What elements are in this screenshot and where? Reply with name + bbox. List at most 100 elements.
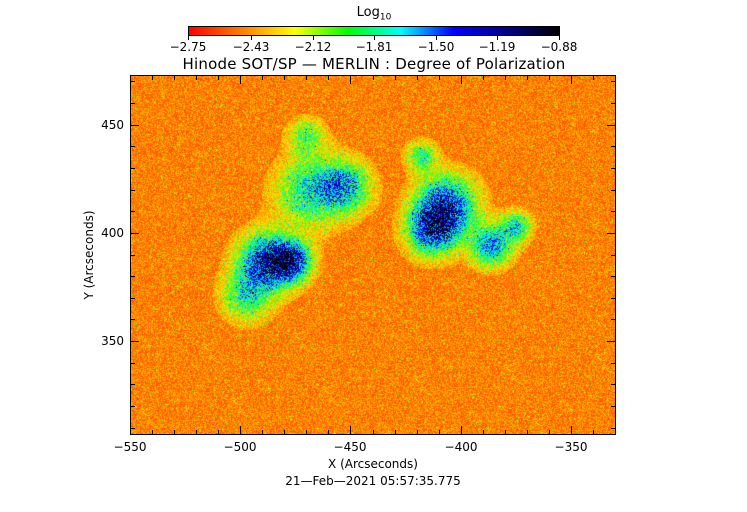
x-minor-tick — [527, 75, 528, 80]
x-minor-tick — [152, 430, 153, 435]
y-major-tick — [130, 233, 139, 234]
y-minor-tick — [130, 255, 135, 256]
y-major-tick — [130, 125, 139, 126]
y-minor-tick — [130, 363, 135, 364]
y-major-tick — [130, 341, 139, 342]
x-tick-label: −350 — [554, 440, 588, 454]
x-major-tick — [571, 75, 572, 84]
y-minor-tick — [611, 406, 616, 407]
x-minor-tick — [615, 75, 616, 80]
x-major-tick — [130, 426, 131, 435]
x-major-tick — [571, 426, 572, 435]
x-minor-tick — [152, 75, 153, 80]
x-minor-tick — [593, 430, 594, 435]
x-minor-tick — [373, 75, 374, 80]
x-major-tick — [240, 75, 241, 84]
x-minor-tick — [505, 430, 506, 435]
x-minor-tick — [417, 75, 418, 80]
colorbar-title-text: Log — [356, 5, 380, 20]
x-minor-tick — [174, 75, 175, 80]
colorbar-tick-label: −2.12 — [294, 40, 332, 54]
x-minor-tick — [593, 75, 594, 80]
y-minor-tick — [130, 81, 135, 82]
colorbar-tick — [559, 36, 560, 40]
observation-timestamp: 21—Feb—2021 05:57:35.775 — [285, 474, 461, 488]
colorbar-tick — [313, 36, 314, 40]
x-minor-tick — [262, 75, 263, 80]
y-minor-tick — [611, 298, 616, 299]
x-minor-tick — [306, 75, 307, 80]
colorbar-tick — [497, 36, 498, 40]
x-minor-tick — [439, 75, 440, 80]
y-tick-label: 350 — [101, 334, 124, 348]
plot-title: Hinode SOT/SP — MERLIN : Degree of Polar… — [182, 55, 566, 73]
colorbar-tick-label: −1.19 — [478, 40, 516, 54]
x-tick-label: −550 — [113, 440, 147, 454]
x-minor-tick — [196, 75, 197, 80]
y-tick-label: 450 — [101, 118, 124, 132]
x-minor-tick — [483, 430, 484, 435]
x-major-tick — [461, 75, 462, 84]
x-tick-label: −400 — [444, 440, 478, 454]
colorbar-tick-label: −1.50 — [417, 40, 455, 54]
y-minor-tick — [611, 211, 616, 212]
colorbar-title-subscript: 10 — [379, 12, 392, 23]
y-minor-tick — [611, 428, 616, 429]
x-major-tick — [350, 426, 351, 435]
y-major-tick — [607, 233, 616, 234]
y-minor-tick — [130, 103, 135, 104]
y-tick-label: 400 — [101, 226, 124, 240]
x-major-tick — [130, 75, 131, 84]
y-minor-tick — [611, 103, 616, 104]
y-minor-tick — [611, 146, 616, 147]
x-axis-label: X (Arcseconds) — [328, 457, 418, 471]
colorbar-tick — [374, 36, 375, 40]
x-minor-tick — [328, 430, 329, 435]
y-minor-tick — [130, 190, 135, 191]
y-minor-tick — [130, 146, 135, 147]
y-minor-tick — [130, 276, 135, 277]
x-minor-tick — [306, 430, 307, 435]
x-tick-label: −500 — [223, 440, 257, 454]
y-minor-tick — [611, 255, 616, 256]
polarization-map-image — [131, 76, 615, 434]
x-minor-tick — [284, 75, 285, 80]
colorbar-tick — [251, 36, 252, 40]
x-minor-tick — [284, 430, 285, 435]
x-tick-label: −450 — [333, 440, 367, 454]
x-minor-tick — [174, 430, 175, 435]
x-major-tick — [240, 426, 241, 435]
polarization-map-frame — [130, 75, 616, 435]
colorbar-tick — [436, 36, 437, 40]
y-major-tick — [607, 125, 616, 126]
x-minor-tick — [373, 430, 374, 435]
x-minor-tick — [218, 430, 219, 435]
colorbar-tick-label: −2.43 — [232, 40, 270, 54]
x-minor-tick — [527, 430, 528, 435]
y-major-tick — [607, 341, 616, 342]
y-minor-tick — [130, 384, 135, 385]
x-minor-tick — [549, 75, 550, 80]
y-minor-tick — [611, 81, 616, 82]
x-minor-tick — [549, 430, 550, 435]
x-minor-tick — [262, 430, 263, 435]
y-minor-tick — [130, 211, 135, 212]
x-minor-tick — [395, 75, 396, 80]
x-major-tick — [350, 75, 351, 84]
y-minor-tick — [130, 319, 135, 320]
x-minor-tick — [218, 75, 219, 80]
x-minor-tick — [505, 75, 506, 80]
colorbar-tick-label: −0.88 — [540, 40, 578, 54]
y-minor-tick — [611, 319, 616, 320]
colorbar-tick — [188, 36, 189, 40]
colorbar-tick-label: −1.81 — [355, 40, 393, 54]
y-minor-tick — [130, 406, 135, 407]
x-minor-tick — [395, 430, 396, 435]
colorbar — [188, 26, 560, 36]
x-minor-tick — [615, 430, 616, 435]
x-minor-tick — [196, 430, 197, 435]
y-minor-tick — [130, 298, 135, 299]
y-axis-label: Y (Arcseconds) — [82, 210, 96, 300]
x-minor-tick — [417, 430, 418, 435]
y-minor-tick — [611, 363, 616, 364]
